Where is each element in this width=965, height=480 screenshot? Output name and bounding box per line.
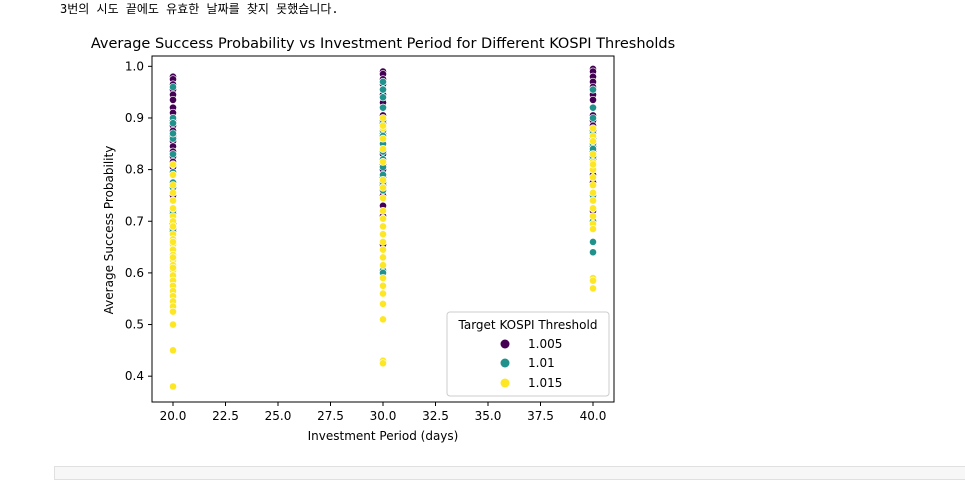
data-point-101-35 — [589, 85, 597, 94]
data-point-1015-40 — [379, 222, 387, 231]
data-point-101-36 — [589, 103, 597, 112]
legend-marker-101 — [500, 358, 510, 368]
data-point-101-2 — [169, 119, 177, 128]
data-point-1015-67 — [589, 225, 597, 233]
data-point-1015-53 — [379, 121, 387, 130]
x-tick-label-0: 20.0 — [160, 409, 187, 423]
legend-box — [446, 311, 610, 397]
y-tick-label-5: 0.9 — [125, 111, 144, 125]
data-point-1015-1 — [169, 170, 177, 179]
data-point-1015-26 — [169, 382, 177, 391]
legend-label-1015: 1.015 — [528, 376, 562, 390]
y-tick-label-4: 0.8 — [125, 163, 144, 177]
data-point-1015-27 — [169, 253, 177, 262]
data-point-1015-57 — [589, 150, 597, 159]
data-point-101-37 — [589, 114, 597, 122]
data-point-1015-43 — [379, 245, 387, 254]
y-tick-label-1: 0.5 — [125, 318, 144, 332]
data-point-1015-41 — [379, 230, 387, 239]
data-point-1015-45 — [379, 261, 387, 270]
data-point-101-16 — [169, 129, 177, 138]
chart-title: Average Success Probability vs Investmen… — [91, 36, 675, 52]
legend-title: Target KOSPI Threshold — [458, 318, 598, 332]
data-point-1015-65 — [589, 212, 597, 220]
x-axis-ticks: 20.0 22.5 25.0 27.5 30.0 32.5 35.0 37.5 40.0 — [160, 402, 607, 423]
data-point-1015-5 — [169, 204, 177, 213]
data-point-1005-5 — [169, 95, 177, 104]
data-point-1015-29 — [169, 222, 177, 231]
y-tick-label-3: 0.7 — [125, 214, 144, 228]
data-point-1015-38 — [379, 207, 387, 215]
data-point-101-48 — [589, 238, 597, 246]
data-point-1015-64 — [589, 204, 597, 213]
data-point-1015-49 — [379, 299, 387, 308]
y-axis-ticks: 0.4 0.5 0.6 0.7 0.8 0.9 1.0 — [125, 59, 152, 383]
data-point-101-19 — [379, 93, 387, 102]
x-tick-label-8: 40.0 — [580, 409, 607, 423]
x-tick-label-2: 25.0 — [265, 409, 292, 423]
data-point-1015-25 — [169, 346, 177, 355]
y-tick-label-0: 0.4 — [125, 369, 144, 383]
legend-marker-1005 — [500, 339, 510, 349]
data-point-1015-23 — [169, 307, 177, 316]
data-point-101-49 — [589, 248, 597, 257]
data-point-101-20 — [379, 103, 387, 112]
data-point-1015-36 — [379, 183, 387, 192]
legend-label-101: 1.01 — [528, 356, 555, 370]
data-point-1015-62 — [589, 188, 597, 197]
data-point-1005-58 — [589, 95, 597, 104]
data-point-1015-42 — [379, 238, 387, 246]
data-point-1015-24 — [169, 320, 177, 329]
x-tick-label-4: 30.0 — [370, 409, 397, 423]
data-point-1015-34 — [379, 145, 387, 153]
data-point-101-17 — [379, 77, 387, 86]
data-point-1015-4 — [169, 196, 177, 205]
data-point-1015-44 — [379, 253, 387, 262]
x-tick-label-7: 37.5 — [527, 409, 554, 423]
data-point-1015-52 — [379, 359, 387, 368]
data-point-1015-48 — [379, 289, 387, 298]
data-point-1015-46 — [379, 274, 387, 282]
y-tick-label-6: 1.0 — [125, 59, 144, 73]
data-point-1015-72 — [589, 160, 597, 169]
x-axis-label: Investment Period (days) — [308, 429, 459, 443]
data-point-1015-54 — [379, 157, 387, 166]
data-point-1015-60 — [589, 173, 597, 182]
data-point-1015-47 — [379, 281, 387, 290]
data-point-1015-69 — [589, 276, 597, 285]
data-point-1015-3 — [169, 188, 177, 197]
data-point-1015-31 — [379, 114, 387, 122]
data-point-1015-61 — [589, 181, 597, 190]
x-tick-label-6: 35.0 — [475, 409, 502, 423]
next-notebook-cell[interactable] — [54, 466, 965, 480]
data-point-1015-37 — [379, 194, 387, 202]
data-point-1015-70 — [589, 284, 597, 293]
data-point-1015-2 — [169, 181, 177, 190]
x-tick-label-5: 32.5 — [422, 409, 449, 423]
x-tick-label-3: 27.5 — [317, 409, 344, 423]
y-tick-label-2: 0.6 — [125, 266, 144, 280]
data-point-1015-35 — [379, 176, 387, 184]
legend-label-1005: 1.005 — [528, 337, 562, 351]
legend: Target KOSPI Threshold 1.005 1.01 1.015 — [446, 311, 610, 397]
data-point-1015-0 — [169, 160, 177, 169]
x-tick-label-1: 22.5 — [212, 409, 239, 423]
data-point-1015-71 — [589, 137, 597, 146]
legend-marker-1015 — [500, 378, 510, 388]
data-point-101-18 — [379, 85, 387, 94]
data-point-1015-55 — [589, 124, 597, 133]
y-axis-label: Average Success Probability — [102, 146, 116, 315]
data-point-1015-50 — [379, 315, 387, 324]
data-point-101-0 — [169, 83, 177, 91]
data-point-1015-39 — [379, 214, 387, 223]
data-point-1015-63 — [589, 196, 597, 205]
scatter-chart: Average Success Probability vs Investmen… — [91, 36, 675, 443]
data-point-1015-30 — [169, 263, 177, 272]
data-point-1015-28 — [169, 238, 177, 246]
data-point-101-4 — [169, 150, 177, 159]
scatter-points — [169, 65, 597, 391]
cell-output-message: 3번의 시도 끝에도 유효한 날짜를 찾지 못했습니다. — [60, 2, 339, 16]
data-point-1015-33 — [379, 134, 387, 143]
